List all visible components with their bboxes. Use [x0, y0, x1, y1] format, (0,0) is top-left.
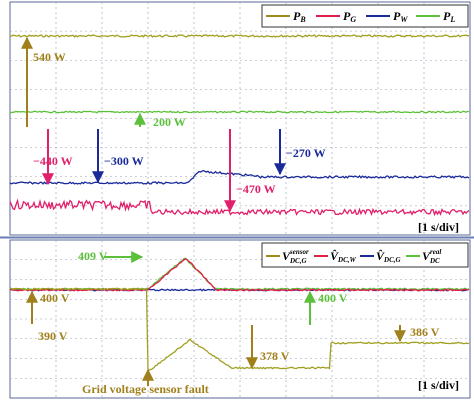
superscript: sensor — [289, 248, 309, 256]
symbol: P — [343, 9, 351, 23]
legend-label: Vreal DC — [422, 248, 441, 265]
subscript: L — [449, 15, 455, 24]
legend-label: PL — [443, 9, 455, 24]
legend: Vsensor DC,G V̂DC,W V̂DC,G Vreal DC — [266, 248, 441, 265]
fault-label: Grid voltage sensor fault — [82, 382, 209, 396]
subscript: G — [350, 15, 356, 24]
trace — [9, 34, 469, 38]
annotation: 378 V — [260, 349, 290, 363]
symbol: P — [293, 9, 301, 23]
legend-label: Vsensor DC,G — [282, 248, 309, 265]
annotation: 386 V — [410, 325, 440, 339]
trace — [9, 170, 470, 185]
annotations: 540 W 200 W −440 W −300 W −270 W −470 W … — [21, 36, 459, 234]
subscript: DC,W — [337, 256, 356, 264]
subscript: W — [400, 15, 408, 24]
annotation: 400 V — [40, 291, 70, 305]
annotation: −440 W — [33, 154, 73, 168]
trace — [9, 198, 470, 217]
annotation: 540 W — [33, 50, 66, 64]
annotation: 400 V — [318, 291, 348, 305]
symbol: V̂ — [376, 249, 385, 263]
annotation: −300 W — [104, 154, 144, 168]
legend-label: PG — [343, 9, 356, 24]
symbol: V — [282, 249, 291, 263]
subscript: DC,G — [289, 257, 307, 265]
legend: PB PG PW PL — [266, 9, 455, 24]
annotation: −270 W — [286, 146, 326, 160]
legend-label: PW — [393, 9, 408, 24]
symbol: P — [393, 9, 401, 23]
legend-box — [261, 4, 469, 28]
legend-label: V̂DC,G — [376, 249, 401, 264]
timebase: [1 s/div] — [418, 378, 459, 392]
superscript: real — [430, 248, 441, 256]
legend-label: V̂DC,W — [330, 249, 356, 264]
subscript: DC — [429, 257, 440, 265]
subscript: B — [299, 15, 306, 24]
trace — [9, 110, 470, 114]
trace — [10, 287, 470, 371]
trace — [9, 258, 470, 292]
symbol: V̂ — [330, 249, 339, 263]
grids — [10, 2, 470, 398]
annotation: 409 V — [78, 249, 108, 263]
timebase: [1 s/div] — [418, 220, 459, 234]
subscript: DC,G — [383, 256, 401, 264]
annotations: 409 V 400 V 390 V 400 V 378 V 386 V Grid… — [26, 249, 459, 396]
annotation: 200 W — [153, 115, 186, 129]
traces — [9, 34, 470, 371]
annotation: 390 V — [38, 329, 68, 343]
symbol: V — [422, 249, 431, 263]
legend-label: PB — [293, 9, 306, 24]
symbol: P — [443, 9, 451, 23]
annotation: −470 W — [236, 182, 276, 196]
